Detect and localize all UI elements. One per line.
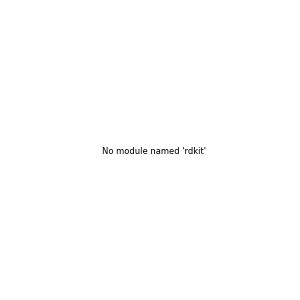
Text: No module named 'rdkit': No module named 'rdkit' — [102, 147, 206, 156]
